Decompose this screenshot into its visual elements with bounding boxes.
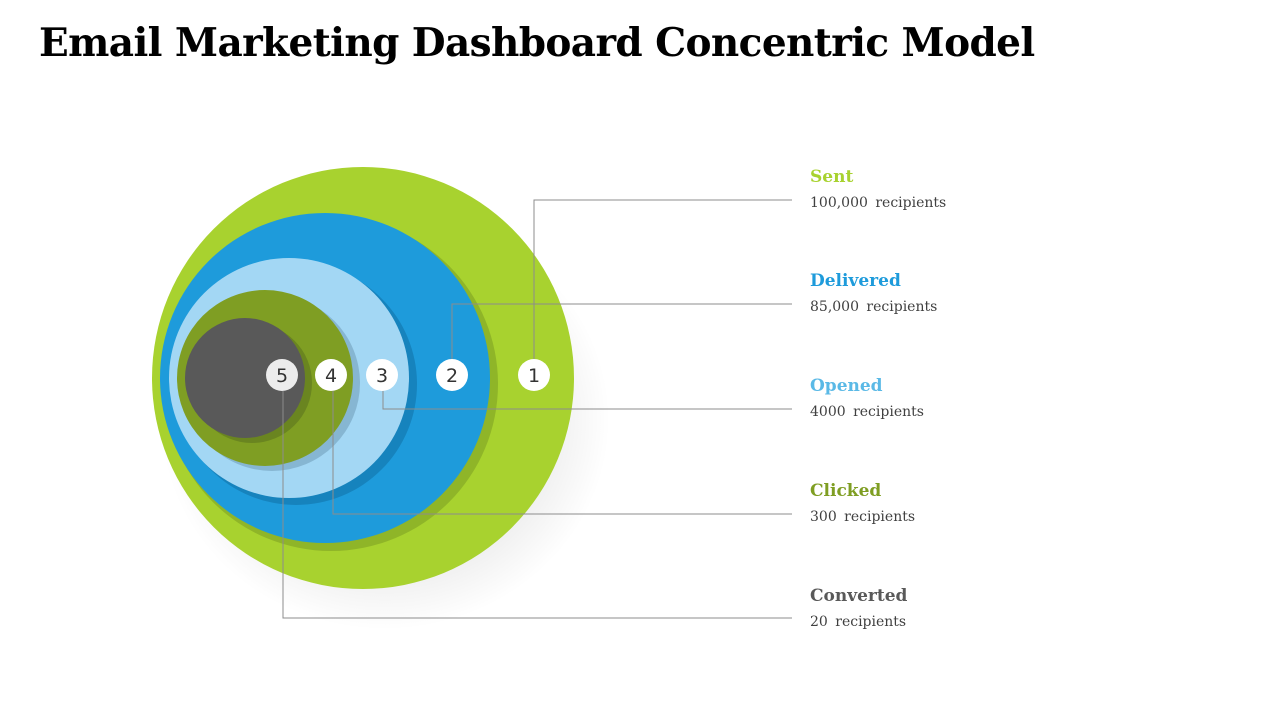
leader-line-4 xyxy=(332,391,792,515)
badge-5: 5 xyxy=(266,359,298,391)
badge-4: 4 xyxy=(315,359,347,391)
badge-1-number: 1 xyxy=(528,365,540,387)
stage-label-converted: Converted 20 recipients xyxy=(810,586,907,631)
badge-3: 3 xyxy=(366,359,398,391)
badge-2: 2 xyxy=(436,359,468,391)
stage-name: Converted xyxy=(810,586,908,606)
stage-label-opened: Opened 4000 recipients xyxy=(810,376,924,421)
stage-name: Clicked xyxy=(810,481,882,501)
stage-label-delivered: Delivered 85,000 recipients xyxy=(810,271,937,316)
badge-1: 1 xyxy=(518,359,550,391)
stage-value: 300 recipients xyxy=(810,509,916,525)
leader-line-3 xyxy=(382,391,792,410)
badge-4-number: 4 xyxy=(325,365,337,387)
leader-line-5 xyxy=(282,391,792,619)
stage-value: 20 recipients xyxy=(810,614,907,630)
badge-5-number: 5 xyxy=(276,365,288,387)
badge-3-number: 3 xyxy=(376,365,388,387)
converted-ring xyxy=(185,318,305,438)
stage-label-clicked: Clicked 300 recipients xyxy=(810,481,915,526)
stage-name: Opened xyxy=(810,376,883,396)
leader-line-2 xyxy=(451,303,792,359)
leader-line-1 xyxy=(533,199,792,359)
stage-value: 100,000 recipients xyxy=(810,195,947,211)
stage-label-sent: Sent 100,000 recipients xyxy=(810,167,946,212)
stage-name: Sent xyxy=(810,167,854,187)
stage-value: 85,000 recipients xyxy=(810,299,938,315)
stage-name: Delivered xyxy=(810,271,901,291)
badge-2-number: 2 xyxy=(446,365,458,387)
page-title: Email Marketing Dashboard Concentric Mod… xyxy=(39,20,1035,66)
stage-value: 4000 recipients xyxy=(810,404,924,420)
